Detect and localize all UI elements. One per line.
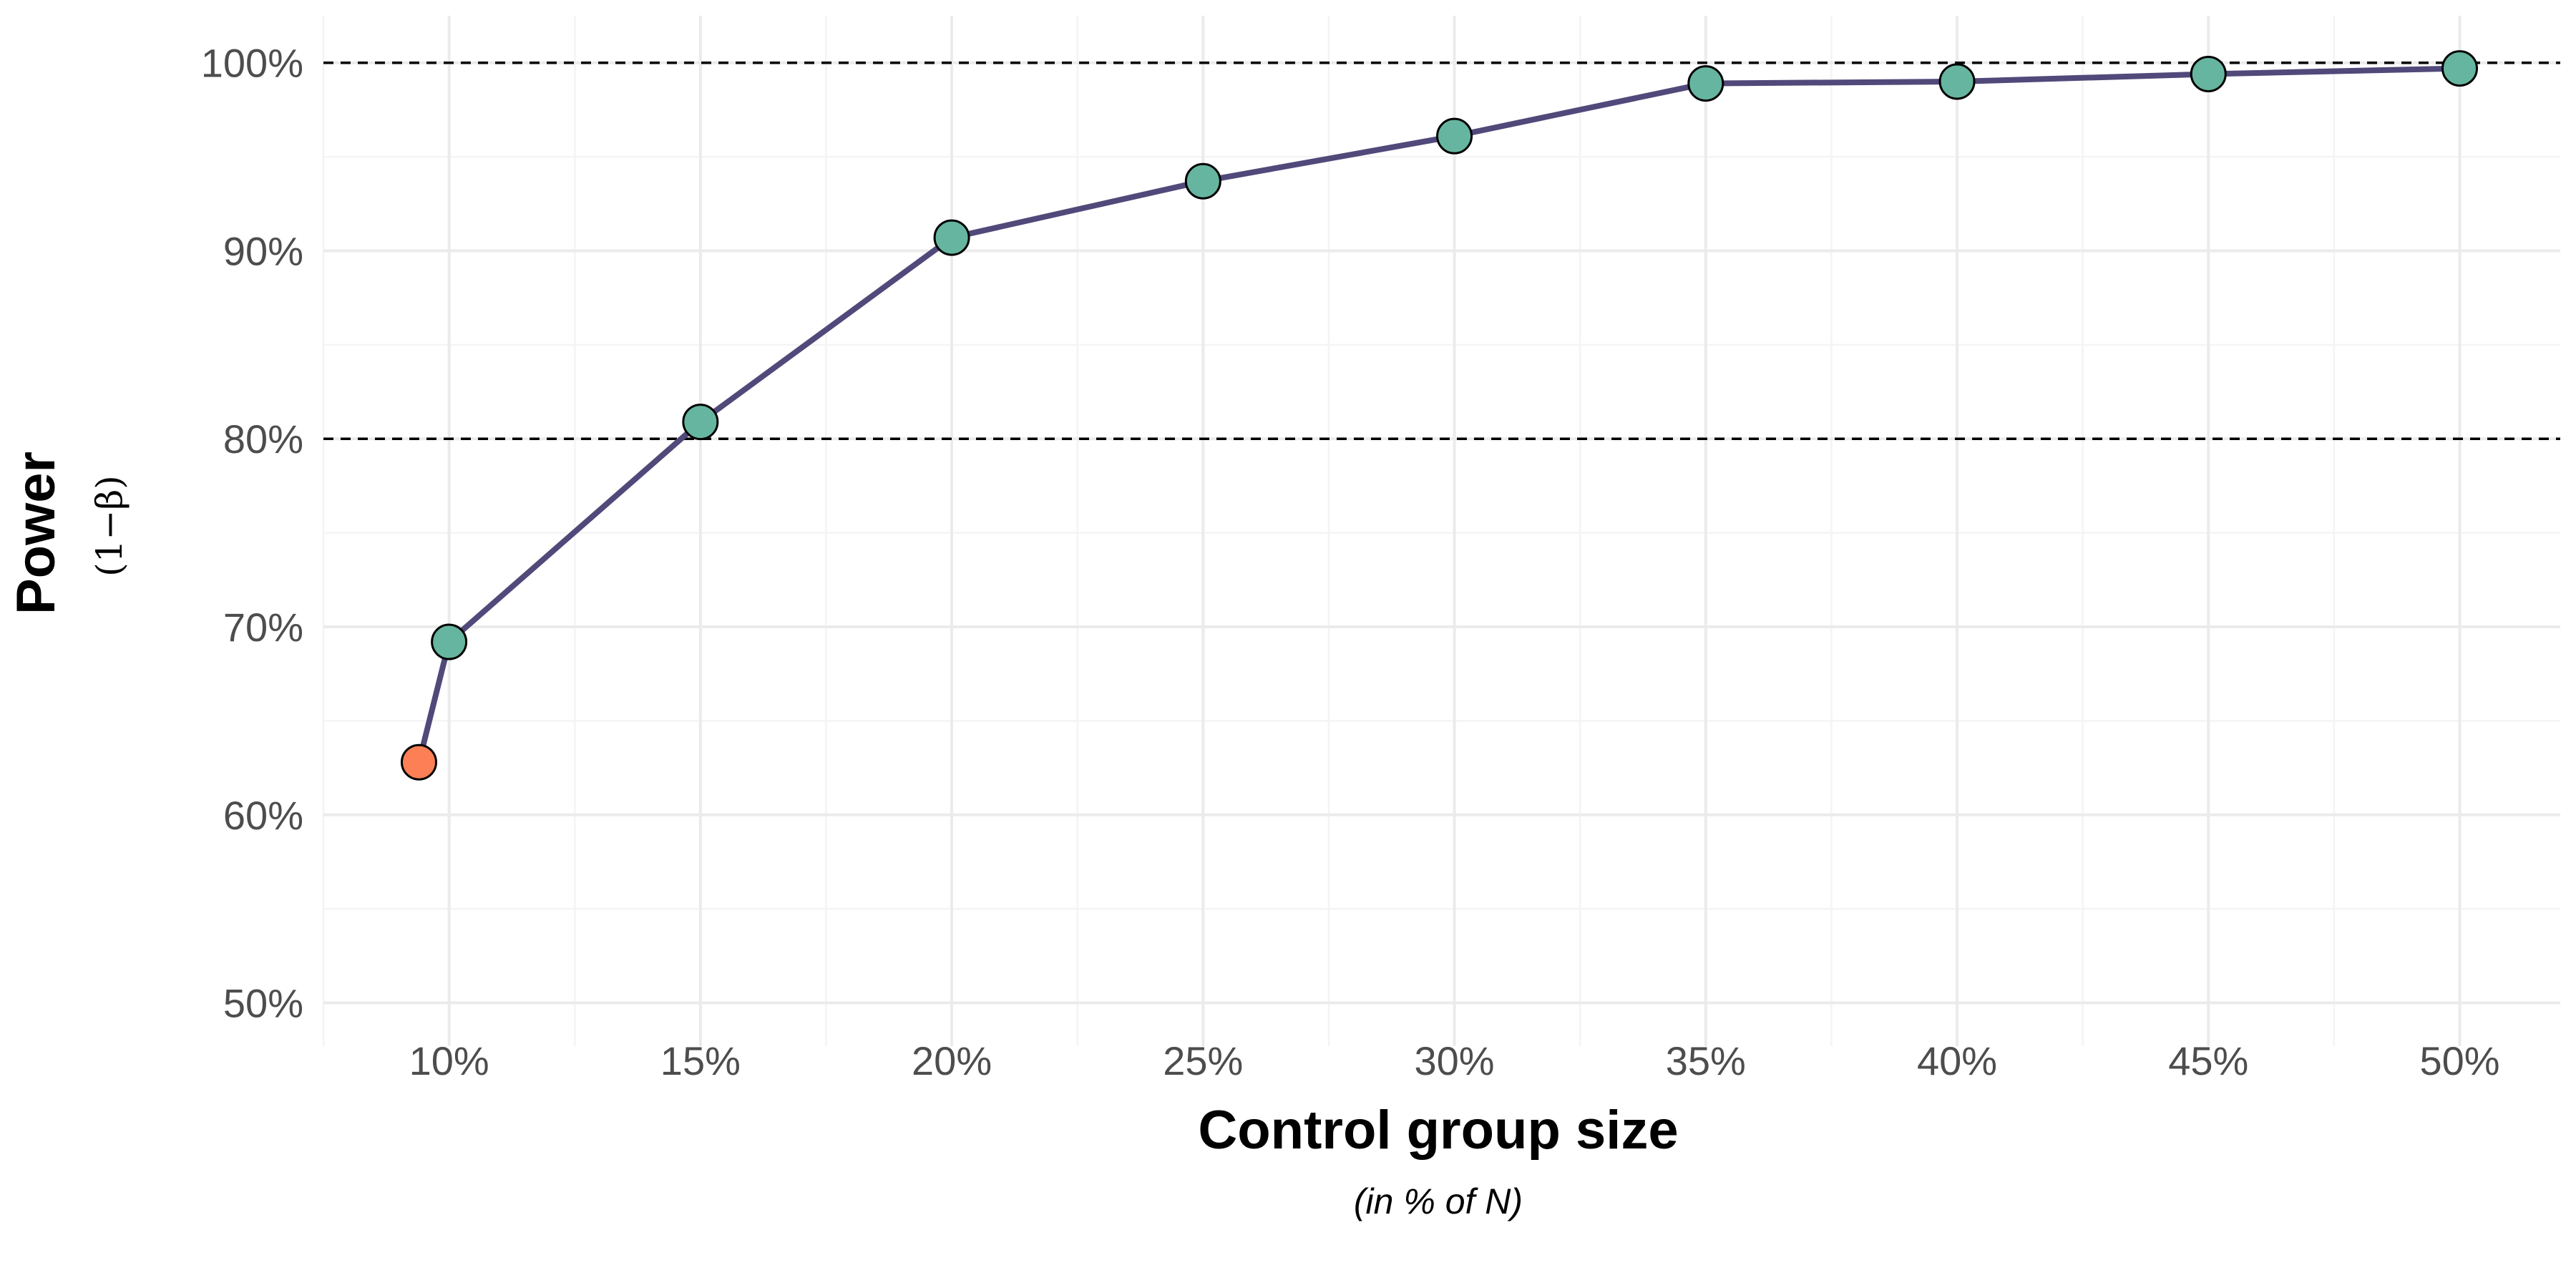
y-tick-label: 70% — [223, 605, 303, 650]
y-tick-label: 80% — [223, 416, 303, 462]
minor-gridlines — [322, 16, 2560, 1046]
y-tick-label: 100% — [201, 41, 303, 86]
data-point — [1184, 162, 1221, 200]
x-tick-label: 15% — [660, 1038, 741, 1083]
x-tick-labels: 10% 15% 20% 25% 30% 35% 40% 45% 50% — [409, 1038, 2500, 1083]
power-line — [416, 65, 2463, 766]
data-point — [933, 219, 970, 256]
y-tick-label: 90% — [223, 228, 303, 273]
x-tick-label: 20% — [912, 1038, 992, 1083]
data-point — [2441, 50, 2479, 87]
data-point — [1687, 65, 1724, 102]
x-tick-label: 45% — [2168, 1038, 2248, 1083]
data-point — [1436, 117, 1473, 155]
y-tick-labels: 50% 60% 70% 80% 90% 100% — [201, 41, 303, 1026]
x-tick-label: 30% — [1415, 1038, 1495, 1083]
data-point — [431, 623, 468, 660]
x-tick-label: 25% — [1163, 1038, 1243, 1083]
y-tick-label: 60% — [223, 793, 303, 838]
reference-lines — [323, 61, 2560, 440]
major-gridlines — [323, 16, 2560, 1046]
x-tick-label: 10% — [409, 1038, 489, 1083]
data-point — [1938, 63, 1976, 100]
data-point — [682, 404, 719, 441]
y-axis-subtitle: (1−β) — [89, 475, 130, 577]
x-tick-label: 50% — [2419, 1038, 2499, 1083]
highlighted-data-point — [400, 743, 437, 781]
x-axis-title: Control group size — [1198, 1100, 1678, 1161]
x-axis-subtitle: (in % of N) — [1354, 1181, 1523, 1221]
x-tick-label: 40% — [1917, 1038, 1997, 1083]
y-tick-label: 50% — [223, 981, 303, 1026]
y-axis-title: Power — [6, 452, 67, 615]
power-series — [416, 65, 2463, 766]
data-point — [2190, 55, 2227, 92]
data-points — [400, 50, 2479, 781]
x-tick-label: 35% — [1666, 1038, 1746, 1083]
